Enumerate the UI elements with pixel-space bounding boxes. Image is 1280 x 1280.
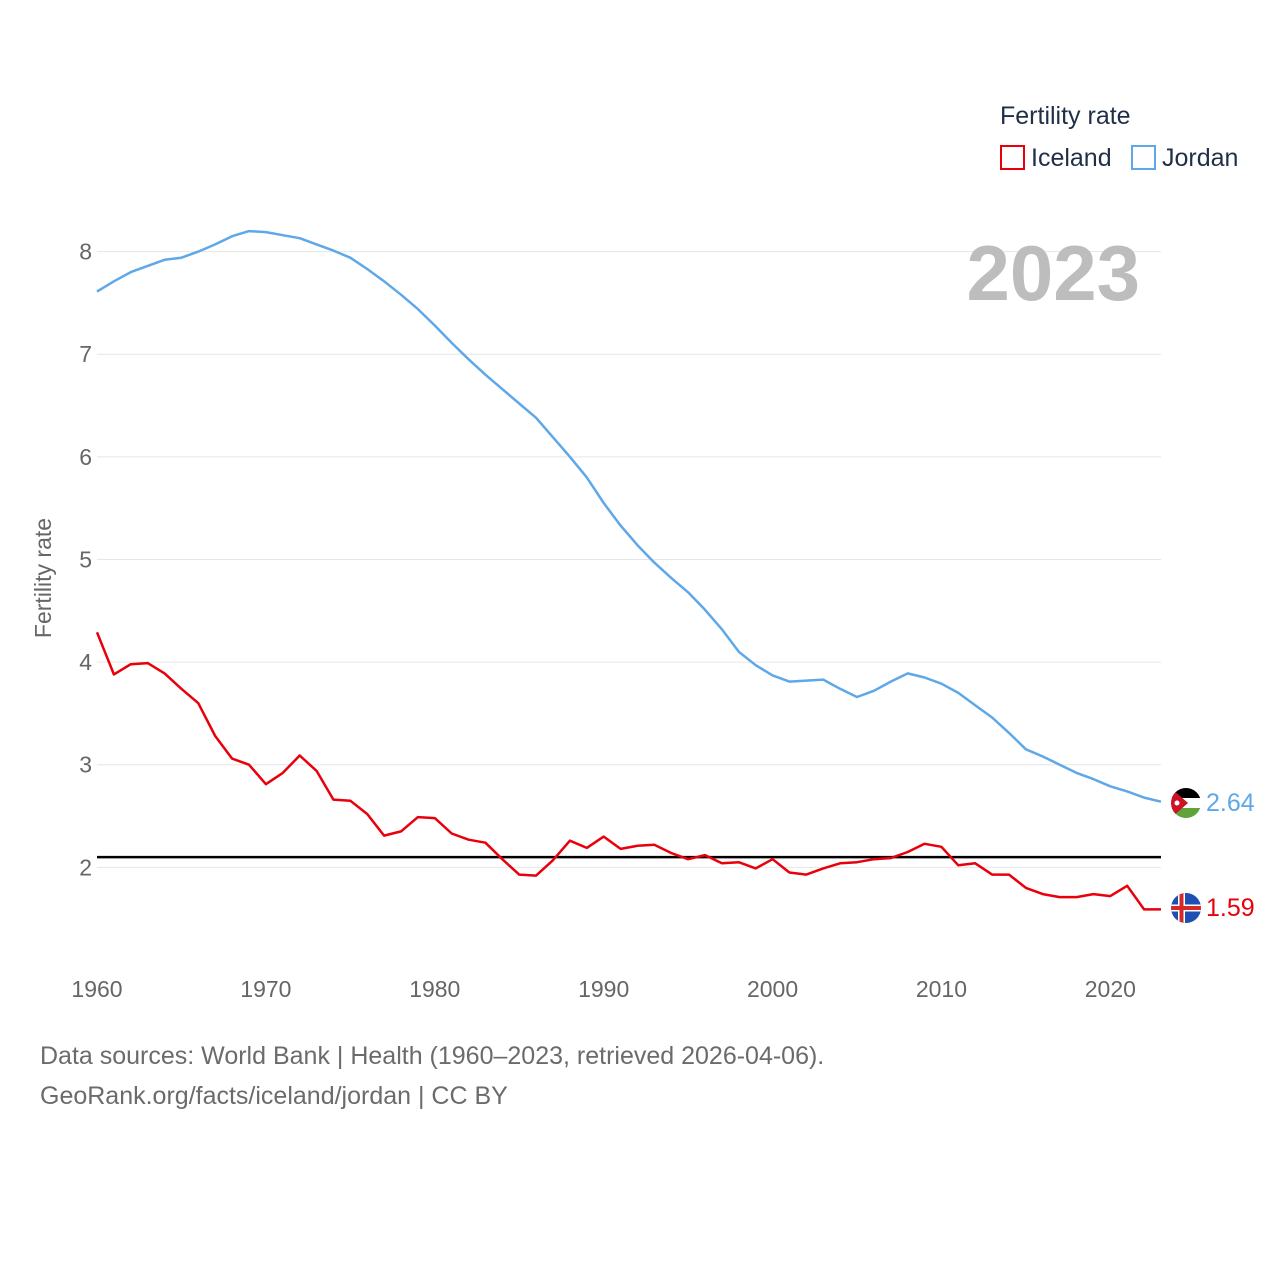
series-line-iceland (95, 631, 1161, 911)
jordan-end-value: 2.64 (1206, 789, 1255, 817)
x-tick-1960: 1960 (71, 976, 122, 1002)
y-axis-ticks: 2 3 4 5 6 7 8 (79, 239, 92, 881)
y-tick-8: 8 (79, 239, 92, 265)
fertility-line-chart: 2 3 4 5 6 7 8 1960 1970 1980 1990 2000 2010 2020 Fer… (30, 102, 1255, 1002)
y-tick-3: 3 (79, 752, 92, 778)
x-tick-2000: 2000 (747, 976, 798, 1002)
year-label: 2023 (966, 229, 1140, 317)
x-axis-ticks: 1960 1970 1980 1990 2000 2010 2020 (71, 976, 1136, 1002)
x-tick-1990: 1990 (578, 976, 629, 1002)
y-tick-2: 2 (79, 854, 92, 880)
y-tick-5: 5 (79, 546, 92, 572)
y-tick-4: 4 (79, 649, 92, 675)
jordan-flag-icon (1171, 788, 1201, 818)
legend-title: Fertility rate (1000, 102, 1131, 130)
x-tick-1980: 1980 (409, 976, 460, 1002)
y-axis-label: Fertility rate (30, 518, 56, 638)
grid-lines (97, 251, 1161, 868)
y-tick-6: 6 (79, 444, 92, 470)
iceland-flag-icon (1171, 893, 1201, 923)
legend-label-iceland: Iceland (1031, 144, 1112, 172)
legend-label-jordan: Jordan (1162, 144, 1238, 172)
x-tick-1970: 1970 (240, 976, 291, 1002)
series-layer (95, 229, 1162, 911)
legend: Fertility rate Iceland Jordan (1000, 102, 1238, 172)
series-line-jordan (96, 229, 1162, 803)
license-line: GeoRank.org/facts/iceland/jordan | CC BY (40, 1082, 508, 1110)
iceland-end-value: 1.59 (1206, 894, 1255, 922)
legend-swatch-jordan (1131, 145, 1156, 170)
source-line: Data sources: World Bank | Health (1960–… (40, 1042, 825, 1070)
y-tick-7: 7 (79, 341, 92, 367)
legend-item-iceland[interactable]: Iceland (1000, 144, 1112, 172)
x-tick-2010: 2010 (916, 976, 967, 1002)
x-tick-2020: 2020 (1085, 976, 1136, 1002)
legend-swatch-iceland (1000, 145, 1025, 170)
legend-item-jordan[interactable]: Jordan (1131, 144, 1238, 172)
